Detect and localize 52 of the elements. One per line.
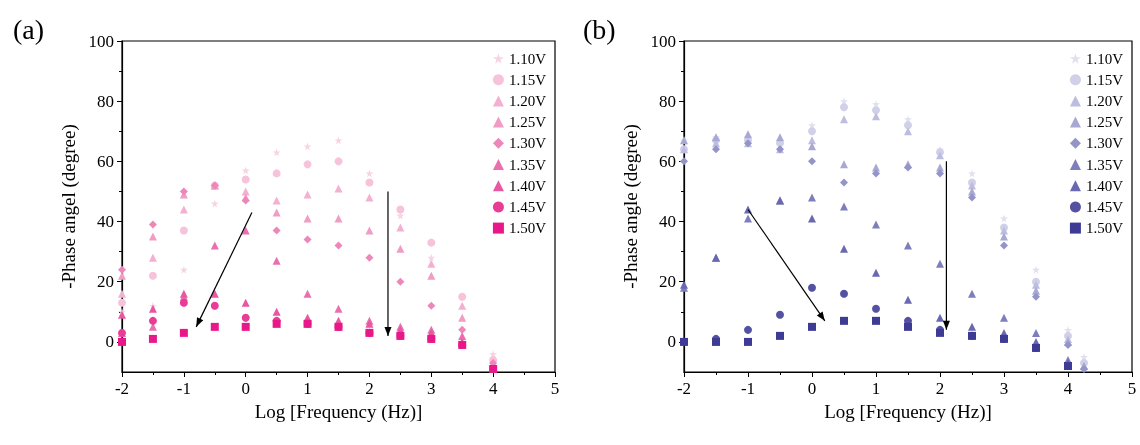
x-tick-label: -1 bbox=[740, 379, 756, 398]
legend-label: 1.40V bbox=[1085, 177, 1124, 194]
x-axis-title: Log [Frequency (Hz)] bbox=[254, 401, 423, 423]
legend-label: 1.10V bbox=[508, 50, 547, 67]
y-tick-label: 20 bbox=[659, 272, 676, 292]
chart-title: (a) bbox=[13, 13, 45, 45]
y-tick-label: 20 bbox=[97, 272, 114, 292]
y-tick-label: 0 bbox=[667, 332, 676, 352]
legend-label: 1.50V bbox=[508, 220, 547, 237]
x-tick-label: 3 bbox=[427, 379, 436, 398]
x-tick-label: -1 bbox=[176, 379, 191, 398]
x-tick-label: 1 bbox=[303, 379, 312, 398]
legend-label: 1.40V bbox=[508, 177, 547, 194]
legend-label: 1.10V bbox=[1085, 50, 1124, 67]
chart-title: (b) bbox=[583, 13, 616, 45]
x-tick-label: 0 bbox=[241, 379, 250, 398]
legend-label: 1.25V bbox=[1085, 114, 1124, 131]
y-tick-label: 40 bbox=[97, 212, 114, 232]
legend-label: 1.50V bbox=[1085, 220, 1124, 237]
legend-label: 1.20V bbox=[508, 92, 547, 109]
y-tick-label: 60 bbox=[659, 151, 676, 171]
legend-label: 1.35V bbox=[1085, 156, 1124, 173]
legend-label: 1.15V bbox=[1085, 71, 1124, 88]
y-axis-title: -Phase angel (degree) bbox=[57, 124, 80, 289]
y-tick-label: 100 bbox=[650, 31, 676, 51]
legend-label: 1.45V bbox=[508, 198, 547, 215]
legend-label: 1.35V bbox=[508, 156, 547, 173]
x-tick-label: -2 bbox=[114, 379, 130, 398]
x-tick-label: 1 bbox=[871, 379, 881, 398]
x-tick-label: 5 bbox=[550, 379, 560, 398]
x-tick-label: -2 bbox=[676, 379, 692, 398]
y-tick-label: 0 bbox=[105, 332, 114, 352]
legend-label: 1.20V bbox=[1085, 92, 1124, 109]
legend-label: 1.15V bbox=[508, 71, 547, 88]
x-tick-label: 0 bbox=[807, 379, 817, 398]
y-tick-label: 100 bbox=[88, 31, 114, 51]
legend-label: 1.30V bbox=[1085, 135, 1124, 152]
x-tick-label: 2 bbox=[935, 379, 945, 398]
x-tick-label: 3 bbox=[999, 379, 1009, 398]
y-tick-label: 80 bbox=[97, 91, 114, 111]
x-tick-label: 4 bbox=[1063, 379, 1073, 398]
legend-label: 1.30V bbox=[508, 135, 547, 152]
x-tick-label: 2 bbox=[365, 379, 374, 398]
legend-label: 1.25V bbox=[508, 114, 547, 131]
y-tick-label: 60 bbox=[97, 151, 114, 171]
x-axis-title: Log [Frequency (Hz)] bbox=[824, 401, 992, 423]
y-tick-label: 80 bbox=[659, 91, 676, 111]
legend-label: 1.45V bbox=[1085, 198, 1124, 215]
y-axis-title: -Phase angle (degree) bbox=[619, 124, 642, 289]
x-tick-label: 4 bbox=[488, 379, 498, 398]
y-tick-label: 40 bbox=[659, 212, 676, 232]
x-tick-label: 5 bbox=[1127, 379, 1137, 398]
